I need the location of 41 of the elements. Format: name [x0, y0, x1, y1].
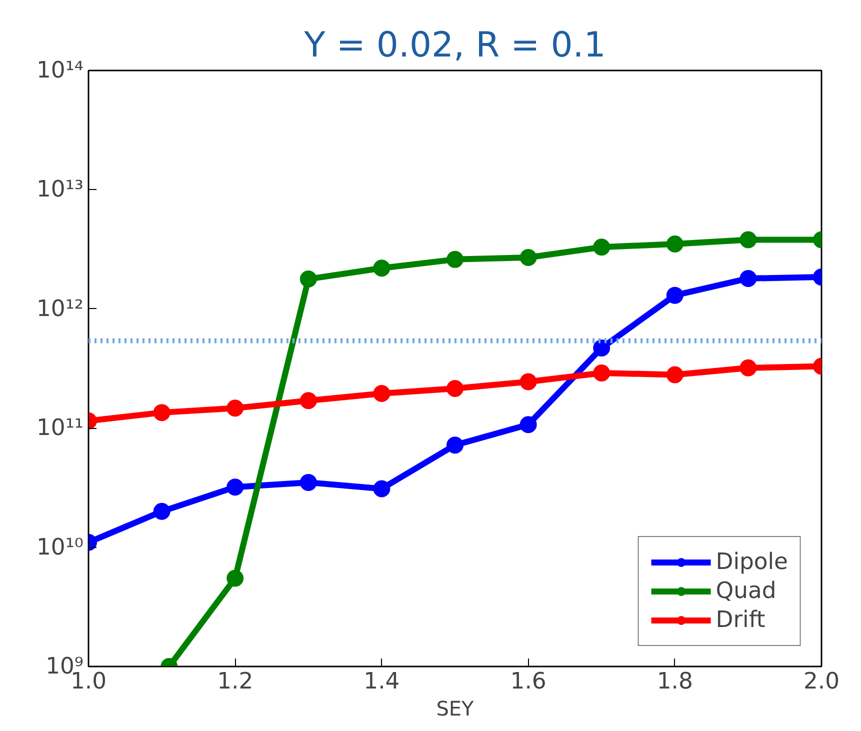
- x-tick-label: 2.0: [803, 668, 840, 694]
- point: [593, 238, 610, 256]
- y-tick-label: 10¹²: [36, 296, 84, 322]
- point: [593, 364, 610, 382]
- y-tick-label: 10¹³: [36, 176, 84, 203]
- point: [153, 404, 170, 422]
- point: [740, 359, 757, 376]
- point: [373, 385, 390, 402]
- point: [446, 250, 464, 268]
- y-tick-label: 10¹¹: [36, 415, 84, 442]
- x-tick-label: 1.4: [364, 668, 400, 694]
- point: [666, 366, 684, 384]
- point: [520, 373, 537, 390]
- point: [520, 248, 537, 266]
- point: [666, 286, 684, 304]
- y-tick-label: 10¹⁴: [36, 58, 84, 84]
- point: [520, 416, 537, 434]
- legend-label: Drift: [716, 607, 766, 633]
- legend-label: Quad: [716, 578, 776, 604]
- point: [300, 474, 317, 491]
- point: [446, 380, 464, 397]
- point: [666, 236, 684, 253]
- point: [446, 436, 464, 454]
- y-tick-label: 10¹⁰: [36, 534, 84, 560]
- point: [740, 231, 757, 248]
- x-tick-label: 1.2: [217, 668, 254, 694]
- point: [373, 480, 390, 498]
- chart-title: Y = 0.02, R = 0.1: [303, 26, 606, 66]
- legend-label: Dipole: [716, 549, 788, 575]
- x-tick-label: 1.8: [656, 668, 693, 694]
- point: [226, 400, 244, 417]
- point: [226, 570, 244, 587]
- point: [593, 340, 610, 356]
- point: [153, 502, 170, 520]
- point: [300, 270, 317, 288]
- x-axis-title: SEY: [436, 696, 475, 720]
- point: [300, 392, 317, 410]
- point: [740, 270, 757, 287]
- point: [226, 478, 244, 496]
- point: [373, 260, 390, 277]
- x-tick-label: 1.6: [510, 668, 546, 694]
